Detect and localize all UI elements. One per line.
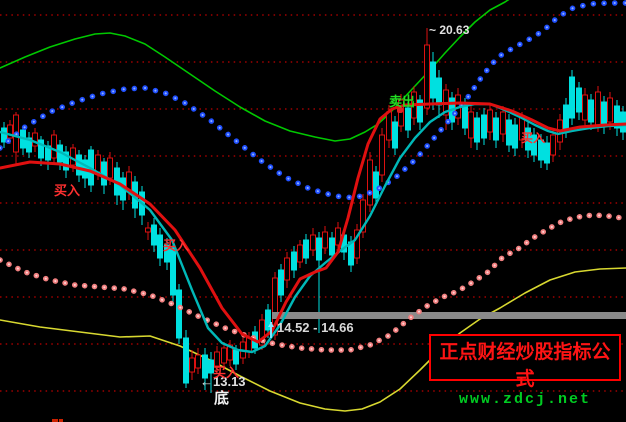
candle xyxy=(436,77,442,106)
candle xyxy=(95,154,101,173)
candle xyxy=(221,347,227,364)
candle xyxy=(151,224,157,246)
candle xyxy=(367,159,373,206)
candle xyxy=(417,99,423,123)
candle xyxy=(512,124,518,149)
candle xyxy=(259,319,265,346)
candle xyxy=(233,349,239,365)
slow-ma-line xyxy=(0,101,626,344)
candle xyxy=(500,111,506,135)
candle xyxy=(354,229,360,259)
candle xyxy=(519,117,525,141)
sell-dot-marker xyxy=(397,107,403,113)
candle xyxy=(316,237,322,261)
up-arrow-head xyxy=(268,322,274,327)
candle xyxy=(38,139,44,159)
candle xyxy=(246,337,252,353)
candle xyxy=(26,137,32,153)
candle xyxy=(607,97,613,123)
candle xyxy=(157,234,163,259)
candle xyxy=(360,199,366,233)
candle xyxy=(335,227,341,246)
candle xyxy=(588,99,594,123)
candle xyxy=(576,87,582,113)
candle xyxy=(544,142,550,164)
candle xyxy=(525,127,531,151)
watermark-title: 正点财经炒股指标公式 xyxy=(439,342,611,390)
candle xyxy=(373,171,379,199)
lower-band-line xyxy=(0,267,626,412)
candle xyxy=(164,244,170,263)
candle xyxy=(297,244,303,263)
candle xyxy=(601,101,607,127)
candle xyxy=(176,289,182,339)
candle xyxy=(405,107,411,131)
candle xyxy=(51,134,57,159)
candle xyxy=(430,61,436,99)
candle xyxy=(272,277,278,336)
candle xyxy=(63,151,69,171)
upper-band-line xyxy=(0,0,510,142)
candle xyxy=(227,344,233,361)
candle xyxy=(582,94,588,121)
candle xyxy=(310,234,316,251)
axis-tick xyxy=(52,419,58,422)
candle xyxy=(531,134,537,156)
candle xyxy=(493,117,499,141)
axis-tick xyxy=(59,419,63,422)
candle xyxy=(614,105,620,129)
candle xyxy=(7,124,13,139)
candle xyxy=(170,247,176,296)
candle xyxy=(620,111,626,133)
candle xyxy=(284,257,290,281)
candle xyxy=(563,104,569,131)
blue-dotted-band xyxy=(0,0,626,201)
pink-dotted-band-inner xyxy=(0,213,623,351)
candle xyxy=(550,134,556,156)
candle xyxy=(468,111,474,139)
candle xyxy=(278,269,284,296)
candle xyxy=(32,132,38,147)
candle xyxy=(70,147,76,166)
candle xyxy=(101,161,107,186)
candle xyxy=(595,91,601,126)
candle xyxy=(329,237,335,256)
candle xyxy=(76,154,82,176)
candle xyxy=(303,239,309,259)
candle xyxy=(107,157,113,179)
hold-band-bar xyxy=(272,312,626,319)
candle xyxy=(386,111,392,141)
candle xyxy=(145,227,151,233)
candle xyxy=(538,139,544,161)
candle xyxy=(379,134,385,176)
candle xyxy=(487,109,493,133)
candle xyxy=(189,357,195,373)
candle xyxy=(208,359,214,374)
watermark-box: 正点财经炒股指标公式 www.zdcj.net xyxy=(429,334,621,408)
candle xyxy=(424,44,430,109)
candle xyxy=(195,354,201,369)
candle xyxy=(481,114,487,139)
candle xyxy=(392,121,398,149)
candle xyxy=(474,117,480,143)
candle xyxy=(569,76,575,119)
candle xyxy=(1,127,7,143)
watermark-url[interactable]: www.zdcj.net xyxy=(458,391,592,408)
candle xyxy=(214,351,220,367)
candle xyxy=(291,251,297,271)
candle xyxy=(322,231,328,249)
candle xyxy=(202,354,208,379)
fast-ma-line xyxy=(0,102,626,354)
candle xyxy=(265,309,271,331)
candle xyxy=(506,119,512,146)
candle xyxy=(183,337,189,384)
candle xyxy=(462,104,468,129)
